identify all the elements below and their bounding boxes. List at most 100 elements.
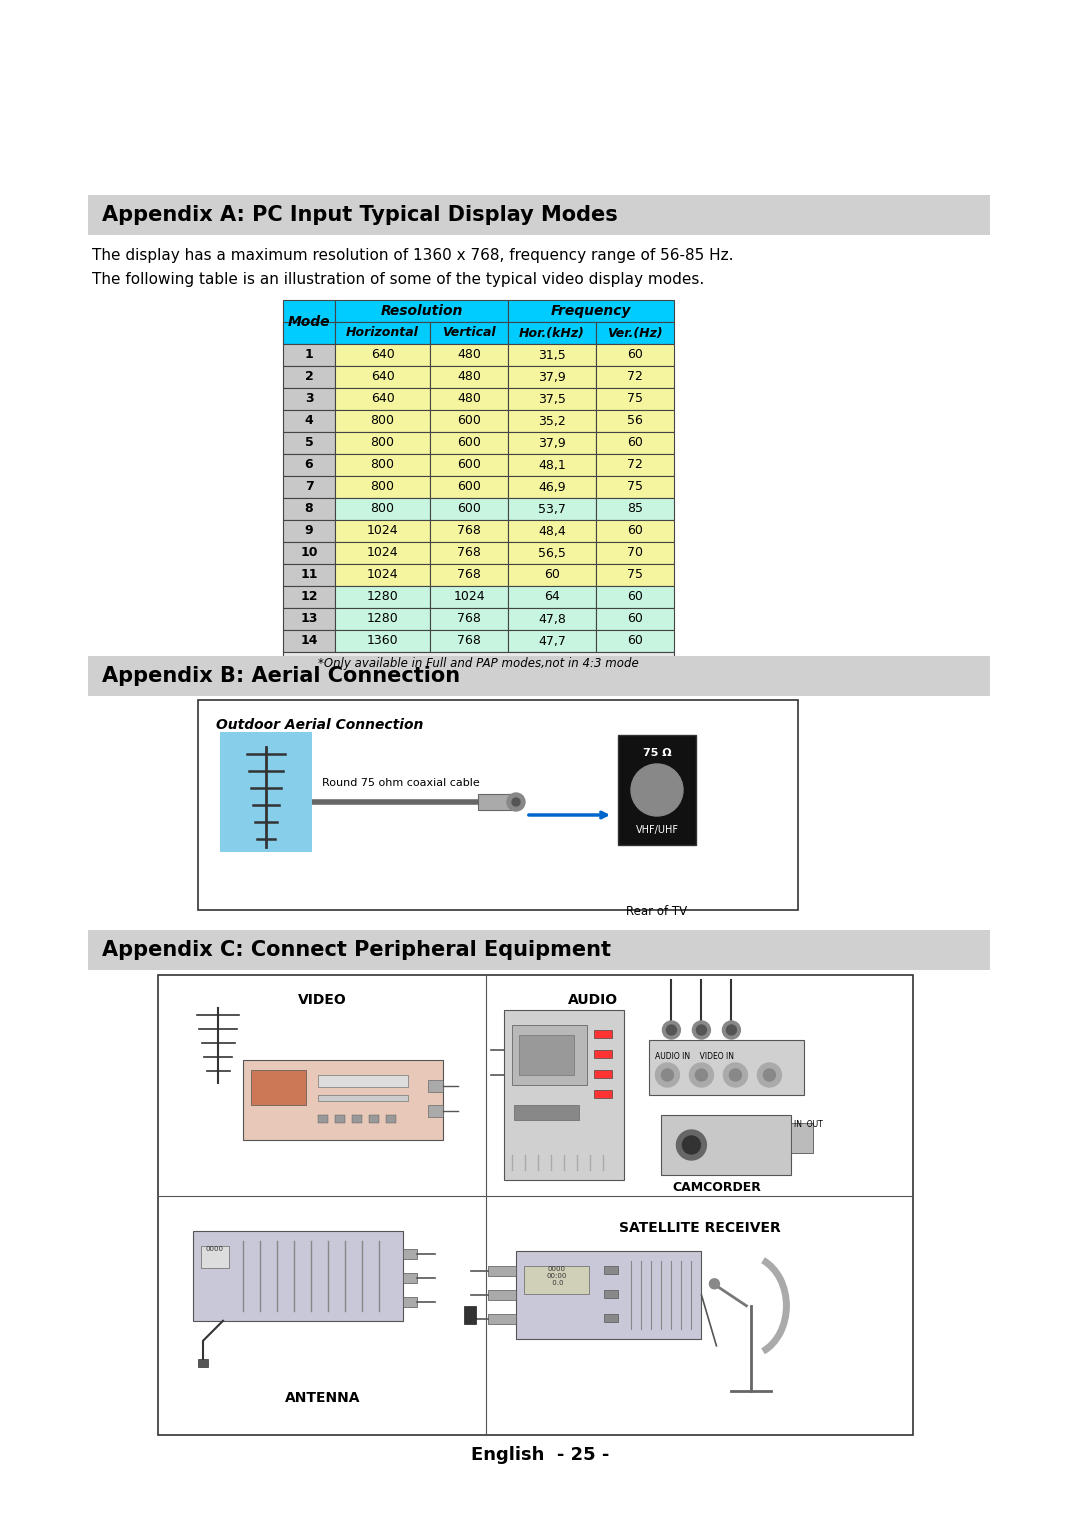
Text: VHF/UHF: VHF/UHF [635,825,678,834]
Text: Vertical: Vertical [442,327,496,339]
Bar [430,587,508,608]
Text: Rear of TV: Rear of TV [626,905,688,918]
Text: Appendix C: Connect Peripheral Equipment: Appendix C: Connect Peripheral Equipment [102,940,611,960]
Bar [283,454,335,477]
Bar [318,1115,328,1123]
Bar [430,322,508,344]
Bar [488,1314,516,1323]
Text: 35,2: 35,2 [538,414,566,428]
Text: 60: 60 [627,634,643,648]
Text: 53,7: 53,7 [538,503,566,515]
Bar [283,367,335,388]
Bar [283,498,335,520]
Bar [488,1265,516,1276]
Bar [430,564,508,587]
Bar [283,630,335,652]
Bar [508,454,596,477]
Bar [335,299,508,322]
Bar [512,1025,588,1085]
Bar [335,432,430,454]
Circle shape [666,1025,676,1034]
Text: 46,9: 46,9 [538,480,566,494]
Text: 47,7: 47,7 [538,634,566,648]
Text: 10: 10 [300,547,318,559]
Bar [519,1034,575,1076]
Text: Hor.(kHz): Hor.(kHz) [519,327,585,339]
Bar [430,608,508,630]
Bar [335,564,430,587]
Bar [508,410,596,432]
Text: Resolution: Resolution [380,304,462,318]
Text: CAMCORDER: CAMCORDER [673,1181,761,1193]
Text: 11: 11 [300,568,318,582]
Text: 768: 768 [457,613,481,625]
Bar [661,1115,792,1175]
Text: 1280: 1280 [366,613,399,625]
Bar [596,498,674,520]
Text: AUDIO: AUDIO [568,993,618,1007]
Bar [430,367,508,388]
Bar [596,367,674,388]
Bar [508,477,596,498]
Bar [508,630,596,652]
Bar [335,367,430,388]
Bar [283,520,335,542]
Text: 800: 800 [370,437,394,449]
Bar [335,322,430,344]
Text: Appendix B: Aerial Connection: Appendix B: Aerial Connection [102,666,460,686]
Text: 1024: 1024 [454,590,485,604]
Text: Outdoor Aerial Connection: Outdoor Aerial Connection [216,718,423,732]
Text: 56,5: 56,5 [538,547,566,559]
Circle shape [639,772,675,808]
Text: 0000: 0000 [206,1245,224,1251]
Text: 75 Ω: 75 Ω [643,749,672,758]
Bar [525,1265,590,1294]
Bar [508,520,596,542]
Bar [508,608,596,630]
Bar [596,608,674,630]
Bar [403,1273,417,1284]
Bar [430,410,508,432]
Text: 600: 600 [457,458,481,472]
Circle shape [656,1063,679,1086]
Bar [335,410,430,432]
Bar [352,1115,362,1123]
Bar [430,498,508,520]
Bar [403,1248,417,1259]
Circle shape [697,1025,706,1034]
Text: 1024: 1024 [367,568,399,582]
Bar [508,432,596,454]
Text: Mode: Mode [287,315,330,329]
Bar [193,1230,403,1320]
Bar [335,454,430,477]
Text: 8: 8 [305,503,313,515]
Bar [596,587,674,608]
Text: The display has a maximum resolution of 1360 x 768, frequency range of 56-85 Hz.: The display has a maximum resolution of … [92,248,733,263]
Bar [508,367,596,388]
Bar [428,1105,443,1117]
Text: 85: 85 [627,503,643,515]
Circle shape [692,1021,711,1039]
Bar [335,520,430,542]
Bar [369,1115,379,1123]
Text: 2: 2 [305,370,313,384]
Bar [605,1314,619,1322]
Bar [335,388,430,410]
Bar [594,1050,612,1057]
Text: SATELLITE RECEIVER: SATELLITE RECEIVER [619,1221,781,1235]
Circle shape [723,1021,741,1039]
Bar [649,1041,805,1096]
Bar [508,299,674,322]
Bar [478,795,513,810]
Bar [594,1070,612,1077]
Bar [596,520,674,542]
Text: 1360: 1360 [367,634,399,648]
Bar [198,700,798,911]
Text: 800: 800 [370,458,394,472]
Text: 1024: 1024 [367,547,399,559]
Bar [430,388,508,410]
Bar [335,587,430,608]
Bar [430,542,508,564]
Text: AUDIO IN    VIDEO IN: AUDIO IN VIDEO IN [656,1051,734,1060]
Bar [430,432,508,454]
